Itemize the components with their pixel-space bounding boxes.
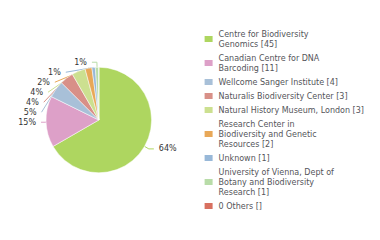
svg-text:1%: 1% <box>48 68 61 77</box>
svg-text:Natural History Museum, London: Natural History Museum, London [3] <box>219 106 364 115</box>
svg-text:Research [1]: Research [1] <box>219 188 270 197</box>
svg-text:5%: 5% <box>24 108 37 117</box>
svg-text:4%: 4% <box>30 88 43 97</box>
svg-text:Unknown [1]: Unknown [1] <box>219 154 270 163</box>
svg-text:Wellcome Sanger Institute [4]: Wellcome Sanger Institute [4] <box>219 78 338 87</box>
svg-text:Research Center in: Research Center in <box>219 120 295 129</box>
svg-text:Naturalis Biodiversity Center: Naturalis Biodiversity Center [3] <box>219 92 348 101</box>
svg-text:4%: 4% <box>26 98 39 107</box>
svg-text:2%: 2% <box>37 78 50 87</box>
svg-text:64%: 64% <box>159 144 177 153</box>
svg-text:0 Others []: 0 Others [] <box>219 202 262 211</box>
svg-text:Barcoding [11]: Barcoding [11] <box>219 64 278 73</box>
svg-text:1%: 1% <box>74 58 87 67</box>
svg-text:Botany and Biodiversity: Botany and Biodiversity <box>219 178 315 187</box>
svg-text:15%: 15% <box>18 118 36 127</box>
svg-text:Biodiversity and Genetic: Biodiversity and Genetic <box>219 130 317 139</box>
svg-text:Resources [2]: Resources [2] <box>219 140 274 149</box>
svg-text:Genomics [45]: Genomics [45] <box>219 40 278 49</box>
svg-text:University of Vienna, Dept of: University of Vienna, Dept of <box>219 168 334 177</box>
svg-text:Canadian Centre for DNA: Canadian Centre for DNA <box>219 54 320 63</box>
svg-text:Centre for Biodiversity: Centre for Biodiversity <box>219 30 309 39</box>
